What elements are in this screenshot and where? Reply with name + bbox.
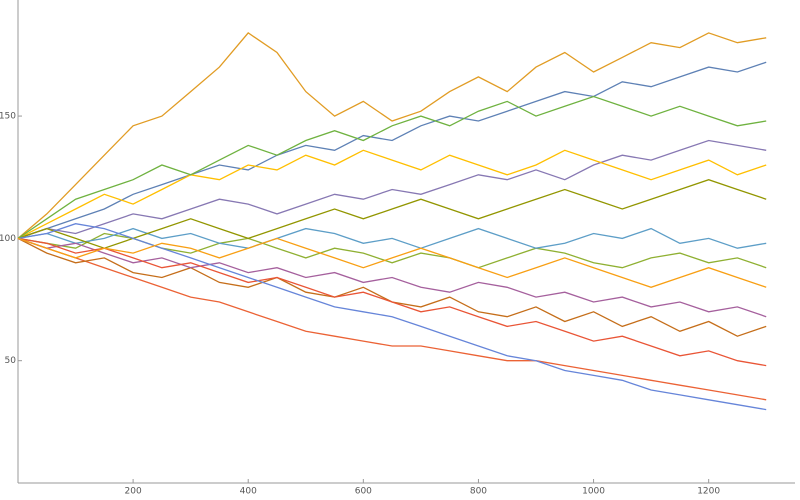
- series-line: [17, 237, 767, 367]
- series-line: [17, 61, 767, 240]
- x-tick-label: 800: [470, 487, 487, 497]
- series-line: [17, 237, 767, 401]
- y-tick-label: 100: [0, 234, 16, 244]
- series-line: [17, 227, 767, 249]
- x-tick-label: 1000: [582, 487, 605, 497]
- series-line: [17, 237, 767, 288]
- y-tick-label: 150: [0, 112, 16, 122]
- series-line: [17, 179, 767, 249]
- x-tick-label: 1200: [697, 487, 720, 497]
- series-line: [17, 149, 767, 239]
- series-line: [17, 139, 767, 240]
- x-tick-label: 600: [355, 487, 372, 497]
- series-line: [17, 32, 767, 239]
- series-line: [17, 237, 767, 318]
- y-tick-label: 50: [5, 356, 17, 366]
- x-tick-label: 400: [240, 487, 257, 497]
- x-tick-label: 200: [125, 487, 142, 497]
- series-line: [17, 95, 767, 239]
- series-line: [17, 223, 767, 411]
